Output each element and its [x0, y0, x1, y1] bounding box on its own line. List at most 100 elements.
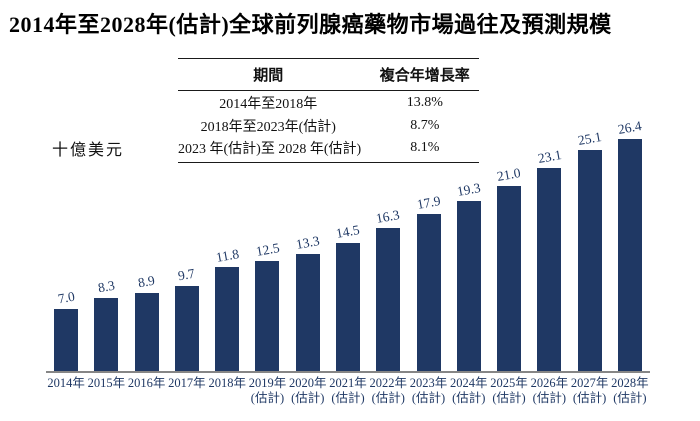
bar [54, 309, 79, 371]
bar [134, 292, 159, 371]
bar-slot: 17.9 [408, 119, 448, 371]
x-tick: 2021年 (估計) [328, 376, 368, 406]
bar-chart: 7.0 8.3 8.9 9.7 11.8 12.5 13.3 14.5 16.3… [46, 117, 650, 371]
bar-value-label: 8.9 [136, 272, 157, 291]
x-tick-note: (估計) [613, 391, 647, 405]
x-tick-note: (估計) [250, 391, 285, 405]
x-tick: 2026年 (估計) [529, 376, 569, 406]
x-axis-line [46, 371, 650, 373]
bar-slot: 16.3 [368, 119, 408, 371]
bar-slot: 26.4 [610, 117, 650, 371]
cagr-table-rows: 2014年至2018年 13.8% 2018年至2023年(估計) 8.7% 2… [178, 91, 479, 162]
bar-value-label: 26.4 [616, 117, 643, 137]
x-tick-year: 2020年 [288, 376, 327, 390]
x-tick-note: (估計) [572, 391, 607, 405]
bar-slot: 11.8 [207, 119, 247, 371]
cagr-header-rate: 複合年增長率 [379, 68, 470, 84]
bar [295, 254, 320, 371]
x-tick-year: 2019年 [248, 376, 287, 390]
bar-slot: 7.0 [46, 119, 86, 371]
x-tick-year: 2018年 [208, 376, 246, 390]
bar-value-label: 11.8 [214, 246, 240, 266]
x-tick-note: (估計) [452, 391, 486, 405]
x-tick: 2016年 [127, 376, 167, 406]
x-tick-note: (估計) [532, 391, 566, 405]
bar-slot: 9.7 [167, 119, 207, 371]
bar [577, 150, 602, 371]
cagr-table: 期間 複合年增長率 2014年至2018年 13.8% 2018年至2023年(… [178, 58, 479, 163]
x-tick: 2018年 [207, 376, 247, 406]
bar-value-label: 25.1 [576, 129, 603, 149]
x-tick-note: (估計) [411, 391, 446, 405]
bar [376, 227, 401, 371]
x-tick: 2020年 (估計) [288, 376, 328, 406]
x-tick: 2014年 [46, 376, 86, 406]
x-tick-year: 2016年 [127, 376, 166, 390]
x-tick-year: 2023年 [409, 376, 448, 390]
x-tick: 2019年 (估計) [247, 376, 287, 406]
bar-slot: 19.3 [449, 119, 489, 371]
bar-value-label: 7.0 [56, 289, 76, 307]
bar-value-label: 23.1 [536, 146, 563, 166]
x-tick-year: 2028年 [611, 376, 649, 390]
x-tick: 2025年 (估計) [489, 376, 529, 406]
cagr-period: 2014年至2018年 [219, 97, 318, 113]
cagr-table-row: 2014年至2018年 13.8% [178, 92, 479, 115]
bar [497, 186, 522, 371]
bar-slot: 23.1 [529, 119, 569, 371]
x-tick-year: 2021年 [329, 376, 367, 390]
bar-slot: 25.1 [569, 119, 609, 371]
bar [335, 243, 360, 371]
x-tick-note: (估計) [291, 391, 325, 405]
bar [537, 167, 562, 371]
x-tick: 2024年 (估計) [449, 376, 489, 406]
bar [174, 285, 199, 371]
cagr-value: 8.7% [410, 117, 440, 133]
bar-value-label: 12.5 [254, 240, 281, 259]
cagr-value: 13.8% [406, 95, 443, 111]
bar-value-label: 13.3 [294, 233, 321, 252]
x-axis-labels: 2014年 2015年 2016年 2017年 2018年 2019年 (估計)… [46, 376, 650, 406]
cagr-value: 8.1% [410, 140, 440, 156]
x-tick: 2023年 (估計) [408, 376, 448, 406]
bar-slot: 21.0 [489, 119, 529, 371]
cagr-period: 2023 年(估計)至 2028 年(估計) [178, 142, 362, 158]
x-tick: 2017年 [167, 376, 207, 406]
bar [94, 298, 119, 371]
x-tick-year: 2015年 [87, 376, 126, 390]
x-tick-year: 2024年 [450, 376, 488, 390]
x-tick-note: (估計) [371, 391, 405, 405]
bar-value-label: 9.7 [177, 265, 197, 283]
x-tick: 2027年 (估計) [569, 376, 609, 406]
bar-slot: 12.5 [247, 119, 287, 371]
bar-slot: 8.3 [86, 119, 126, 371]
cagr-table-header: 期間 複合年增長率 [178, 59, 479, 91]
cagr-table-row: 2018年至2023年(估計) 8.7% [178, 115, 479, 138]
cagr-header-period: 期間 [253, 68, 284, 84]
x-tick-year: 2027年 [570, 376, 609, 390]
bar-slot: 8.9 [127, 119, 167, 371]
x-tick: 2022年 (估計) [368, 376, 408, 406]
bar-value-label: 16.3 [375, 206, 402, 226]
cagr-period: 2018年至2023年(估計) [200, 119, 336, 135]
bar [416, 213, 441, 371]
x-tick-year: 2022年 [369, 376, 408, 390]
bar [456, 201, 481, 371]
x-tick-note: (估計) [492, 391, 526, 405]
bar-value-label: 21.0 [496, 165, 522, 185]
x-tick: 2015年 [86, 376, 126, 406]
bar [255, 261, 280, 371]
bar-slot: 13.3 [288, 119, 328, 371]
x-tick: 2028年 (估計) [610, 376, 650, 406]
x-tick-year: 2026年 [530, 376, 569, 390]
bar-value-label: 14.5 [334, 222, 361, 242]
x-tick-year: 2014年 [47, 376, 85, 390]
bar-value-label: 17.9 [415, 192, 442, 212]
bar-value-label: 8.3 [96, 277, 116, 296]
cagr-table-row: 2023 年(估計)至 2028 年(估計) 8.1% [178, 137, 479, 160]
bar-value-label: 19.3 [455, 180, 482, 200]
x-tick-year: 2025年 [490, 376, 528, 390]
y-axis-unit-label: 十億美元 [52, 142, 125, 159]
bar-slot: 14.5 [328, 119, 368, 371]
x-tick-note: (估計) [331, 391, 365, 405]
